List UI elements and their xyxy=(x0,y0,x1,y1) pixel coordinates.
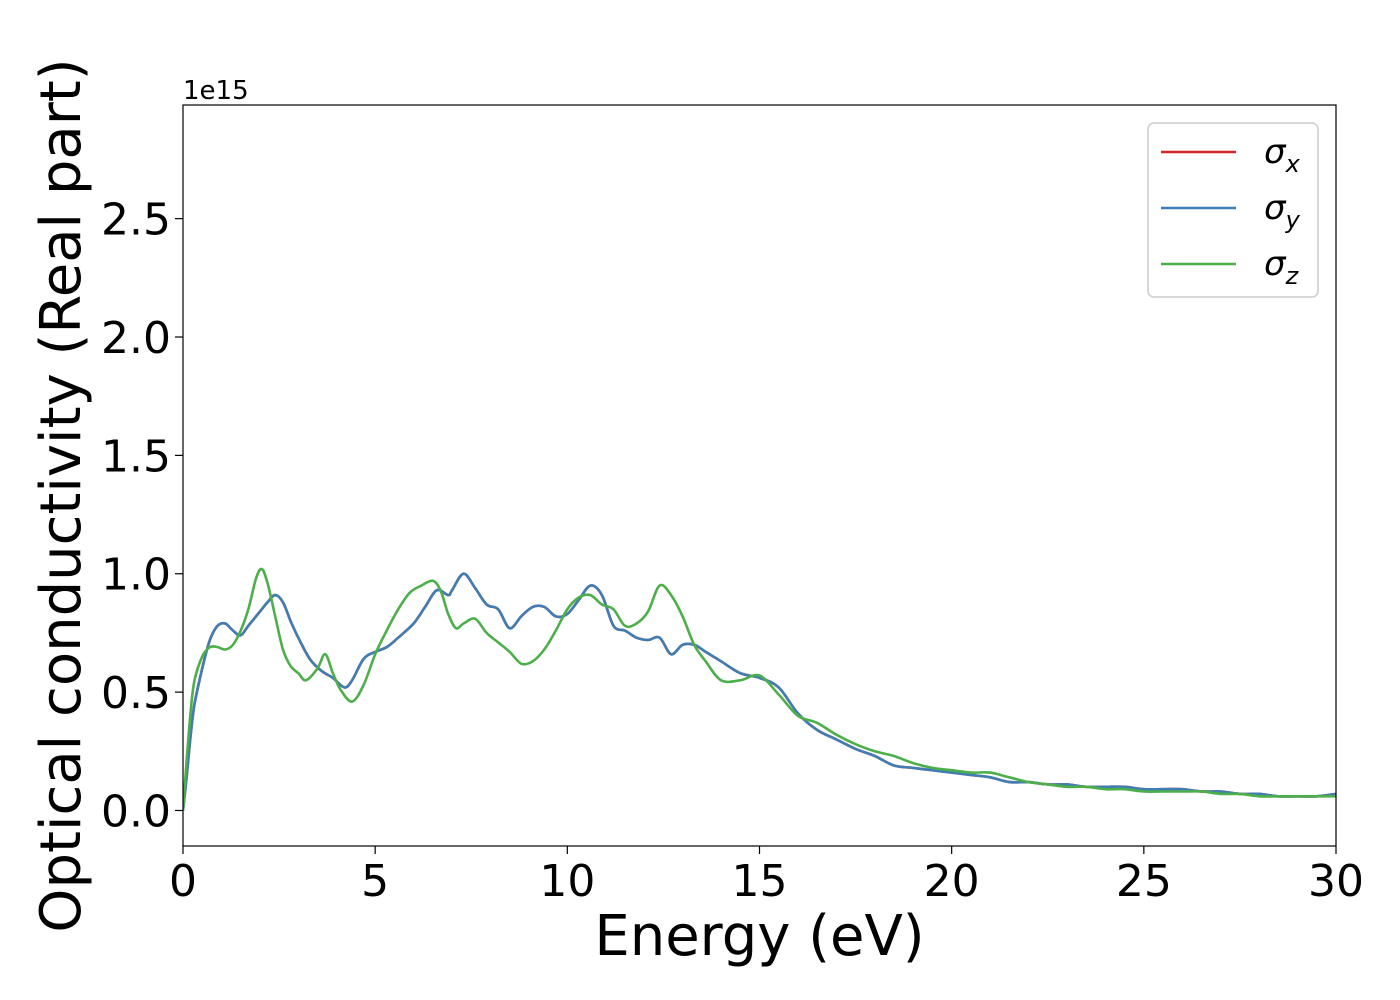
y-tick-label: 0.0 xyxy=(101,786,171,837)
x-tick-label: 25 xyxy=(1116,856,1172,907)
series-line-z xyxy=(183,567,1336,811)
x-axis-title: Energy (eV) xyxy=(594,904,924,969)
legend-frame xyxy=(1147,122,1319,298)
y-tick-label: 2.0 xyxy=(101,313,171,364)
x-tick-label: 30 xyxy=(1308,856,1364,907)
series-layer xyxy=(183,567,1336,811)
y-tick-label: 2.5 xyxy=(101,195,171,246)
x-axis: 0 5 10 15 20 25 30 xyxy=(169,846,1364,907)
x-tick-label: 15 xyxy=(732,856,788,907)
x-tick-label: 5 xyxy=(361,856,389,907)
y-axis-title: Optical conductivity (Real part) xyxy=(29,58,94,932)
x-tick-label: 0 xyxy=(169,856,197,907)
legend-label-x: σx xyxy=(1264,132,1301,178)
x-tick-label: 10 xyxy=(539,856,595,907)
y-axis: 0.0 0.5 1.0 1.5 2.0 2.5 xyxy=(101,195,183,837)
legend-label-z: σz xyxy=(1264,244,1300,290)
y-tick-label: 1.0 xyxy=(101,550,171,601)
series-line-y xyxy=(183,572,1336,811)
x-tick-label: 20 xyxy=(924,856,980,907)
legend-label-y: σy xyxy=(1264,188,1301,234)
y-offset-label: 1e15 xyxy=(183,76,249,106)
y-tick-label: 1.5 xyxy=(101,431,171,482)
y-tick-label: 0.5 xyxy=(101,668,171,719)
legend: σx σy σz xyxy=(1147,122,1319,298)
